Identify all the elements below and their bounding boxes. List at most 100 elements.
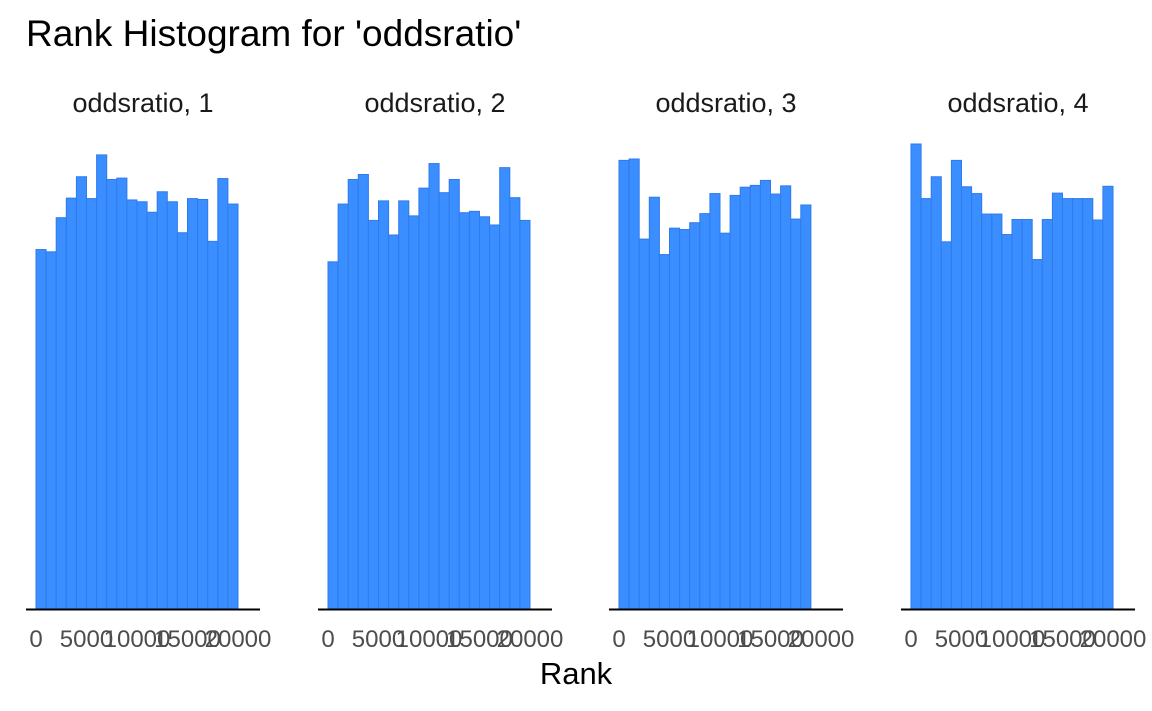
histogram-bar	[719, 232, 731, 610]
histogram-bar	[709, 193, 721, 610]
facet-strip-label: oddsratio, 1	[72, 88, 213, 118]
histogram-bar	[800, 204, 812, 610]
x-tick-label: 0	[612, 626, 625, 653]
histogram-bar	[75, 176, 88, 610]
histogram-bar	[207, 240, 219, 610]
x-tick-label: 0	[29, 626, 42, 653]
histogram-bar	[770, 193, 782, 610]
histogram-bar	[126, 199, 138, 610]
histogram-bar	[357, 173, 369, 610]
histogram-bar	[638, 238, 650, 610]
histogram-bar	[1062, 198, 1074, 610]
histogram-bar	[479, 216, 491, 610]
x-tick-label: 0	[321, 626, 334, 653]
histogram-bar	[679, 229, 691, 610]
histogram-bar	[1051, 192, 1064, 610]
histogram-bar	[749, 184, 761, 610]
histogram-bar	[187, 198, 199, 610]
histogram-bar	[428, 163, 440, 610]
x-tick-label: 5000	[60, 626, 113, 653]
histogram-bar	[1041, 219, 1053, 610]
histogram-bar	[136, 201, 148, 610]
x-tick-label: 15000	[154, 626, 221, 653]
histogram-bar	[489, 224, 501, 610]
histogram-bar	[86, 198, 98, 610]
histogram-bar	[65, 197, 77, 610]
facet-strip-label: oddsratio, 2	[364, 88, 505, 118]
histogram-bar	[519, 219, 531, 610]
histogram-bar	[648, 196, 660, 610]
facet-strip-label: oddsratio, 4	[947, 88, 1088, 118]
histogram-bar	[45, 251, 57, 610]
facet-strip-label: oddsratio, 3	[655, 88, 796, 118]
x-tick-label: 15000	[446, 626, 513, 653]
histogram-bar	[388, 234, 400, 610]
histogram-bar	[327, 261, 339, 610]
histogram-bar	[227, 203, 239, 610]
histogram-bar	[628, 158, 640, 610]
x-tick-label: 5000	[643, 626, 696, 653]
histogram-bar	[961, 186, 973, 610]
histogram-bar	[1082, 198, 1094, 610]
x-tick-label: 20000	[497, 626, 564, 653]
histogram-bar	[418, 187, 430, 610]
x-tick-label: 20000	[788, 626, 855, 653]
histogram-bar	[1092, 219, 1104, 610]
histogram-bar	[981, 213, 993, 610]
histogram-bar	[438, 192, 450, 610]
histogram-bar	[55, 217, 67, 610]
chart-title: Rank Histogram for 'oddsratio'	[26, 13, 522, 54]
histogram-bar	[669, 227, 681, 610]
histogram-bar	[398, 200, 410, 610]
histogram-bar	[1072, 198, 1084, 610]
histogram-bar	[940, 241, 952, 610]
histogram-bar	[35, 249, 47, 610]
histogram-bar	[759, 179, 772, 610]
histogram-bar	[790, 218, 802, 610]
histogram-bar	[618, 159, 630, 610]
histogram-bar	[176, 232, 188, 610]
histogram-bar	[920, 198, 932, 610]
histogram-bar	[499, 167, 511, 610]
histogram-bar	[509, 197, 521, 610]
histogram-bar	[910, 143, 922, 610]
x-axis-label: Rank	[539, 656, 613, 691]
histogram-bar	[146, 211, 158, 610]
histogram-bar	[367, 219, 379, 610]
histogram-bar	[458, 212, 470, 610]
x-tick-label: 15000	[1029, 626, 1096, 653]
histogram-bar	[448, 178, 460, 610]
histogram-bar	[930, 176, 942, 610]
histogram-bar	[197, 199, 209, 610]
histogram-bar	[408, 215, 420, 610]
histogram-bar	[1031, 259, 1043, 610]
histogram-bar	[991, 213, 1003, 610]
histogram-bar	[689, 222, 701, 610]
histogram-bar	[699, 213, 711, 610]
histogram-bar	[468, 210, 480, 610]
histogram-bar	[1021, 219, 1033, 610]
x-tick-label: 20000	[1080, 626, 1147, 653]
histogram-bar	[658, 254, 671, 610]
histogram-bar	[347, 178, 359, 610]
histogram-bar	[156, 191, 168, 610]
histogram-bar	[971, 193, 983, 610]
x-tick-label: 5000	[352, 626, 405, 653]
histogram-bar	[378, 200, 390, 610]
x-tick-label: 5000	[935, 626, 988, 653]
histogram-bar	[780, 185, 792, 610]
histogram-bar	[729, 194, 741, 610]
histogram-bar	[1011, 219, 1023, 610]
histogram-bar	[950, 159, 963, 610]
histogram-bar	[1001, 234, 1013, 610]
histogram-bar	[106, 178, 118, 610]
x-tick-label: 10000	[396, 626, 463, 653]
histogram-bar	[337, 203, 349, 610]
histogram-bar	[166, 201, 178, 610]
x-tick-label: 0	[904, 626, 917, 653]
